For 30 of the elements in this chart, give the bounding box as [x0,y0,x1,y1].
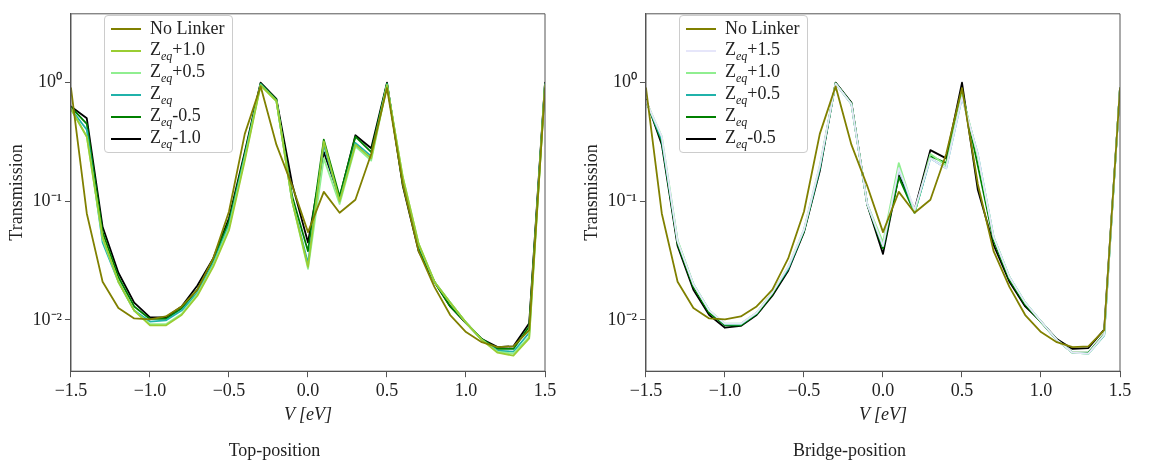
x-tick-label: −1.0 [133,379,167,400]
x-axis-title: V [eV] [283,404,333,425]
x-axis-title: V [eV] [858,404,908,425]
y-tick-label: 10⁻¹ [607,190,637,211]
x-tick-label: 0.5 [950,379,974,400]
y-tick-label: 10⁻¹ [32,190,62,211]
x-tick-label: −0.5 [212,379,246,400]
x-tick-label: −1.5 [629,379,663,400]
legend-label: Z$_{eq}$+1.0 [149,38,205,63]
legend-label: No Linker [724,18,800,40]
x-tick-label: 1.5 [1108,379,1132,400]
x-tick-label: 0.5 [375,379,399,400]
text: Top-position [228,439,321,460]
legend-label: No Linker [149,18,225,40]
x-tick-label: −1.5 [54,379,88,400]
x-tick-label: 0.0 [871,379,895,400]
legend-label: Z$_{eq}$+1.5 [724,38,780,63]
x-tick-label: −1.0 [708,379,742,400]
x-tick-label: 0.0 [296,379,320,400]
y-axis-title: Transmission [580,144,601,241]
y-tick-label: 10⁻² [607,308,637,329]
y-tick-label: 10⁰ [613,71,637,92]
y-tick-label: 10⁻² [32,308,62,329]
x-tick-label: 1.0 [454,379,478,400]
x-tick-label: 1.5 [533,379,557,400]
x-tick-label: 1.0 [1029,379,1053,400]
y-axis-title: Transmission [5,144,26,241]
text: Bridge-position [793,439,906,460]
y-tick-label: 10⁰ [38,71,62,92]
x-tick-label: −0.5 [787,379,821,400]
